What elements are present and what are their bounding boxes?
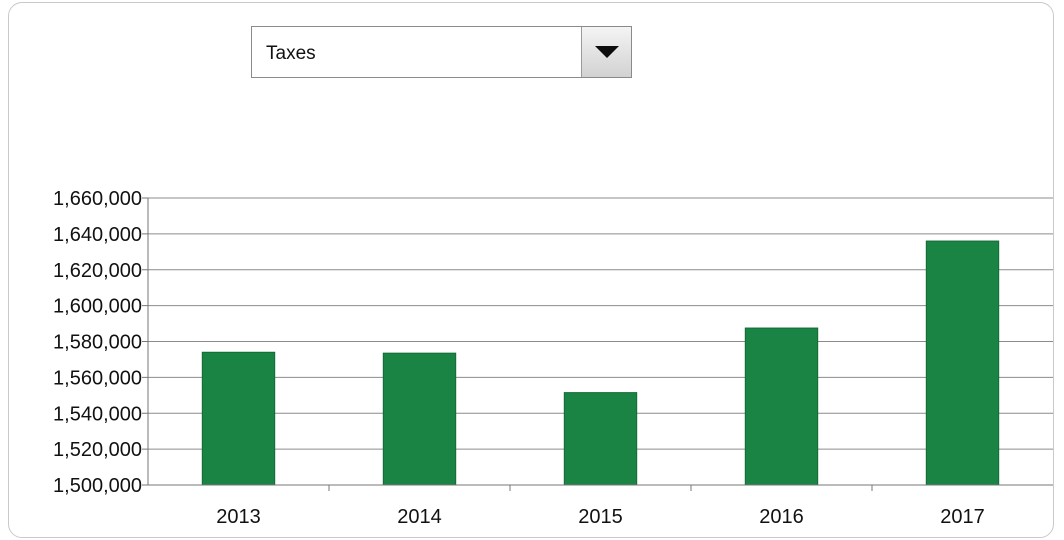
- y-tick-label: 1,520,000: [53, 439, 142, 461]
- y-tick-label: 1,660,000: [53, 188, 142, 210]
- axes: [142, 197, 1053, 491]
- y-tick-label: 1,640,000: [53, 224, 142, 246]
- x-tick-label: 2015: [578, 506, 623, 528]
- bar-2017: [925, 240, 1000, 486]
- y-tick-label: 1,600,000: [53, 296, 142, 318]
- bar-2016: [744, 327, 819, 486]
- y-tick-label: 1,620,000: [53, 260, 142, 282]
- x-tick-label: 2017: [940, 506, 985, 528]
- bar-2013: [201, 351, 276, 486]
- bar-2014: [382, 352, 457, 486]
- x-tick-label: 2013: [216, 506, 261, 528]
- bar-2015: [563, 392, 638, 486]
- dropdown-selected-value: Taxes: [266, 43, 316, 64]
- y-tick-label: 1,540,000: [53, 403, 142, 425]
- x-tick-label: 2016: [759, 506, 804, 528]
- bars: [201, 240, 1000, 486]
- caret-down-icon: [594, 46, 619, 58]
- gridlines: [148, 197, 1053, 450]
- y-tick-label: 1,560,000: [53, 367, 142, 389]
- category-dropdown[interactable]: Taxes: [251, 26, 632, 78]
- x-tick-label: 2014: [397, 506, 442, 528]
- dropdown-button[interactable]: [581, 27, 631, 77]
- y-tick-label: 1,500,000: [53, 475, 142, 497]
- tick-labels: 1,500,000 1,520,000 1,540,000 1,560,000 1,58…: [53, 188, 985, 528]
- y-tick-label: 1,580,000: [53, 332, 142, 354]
